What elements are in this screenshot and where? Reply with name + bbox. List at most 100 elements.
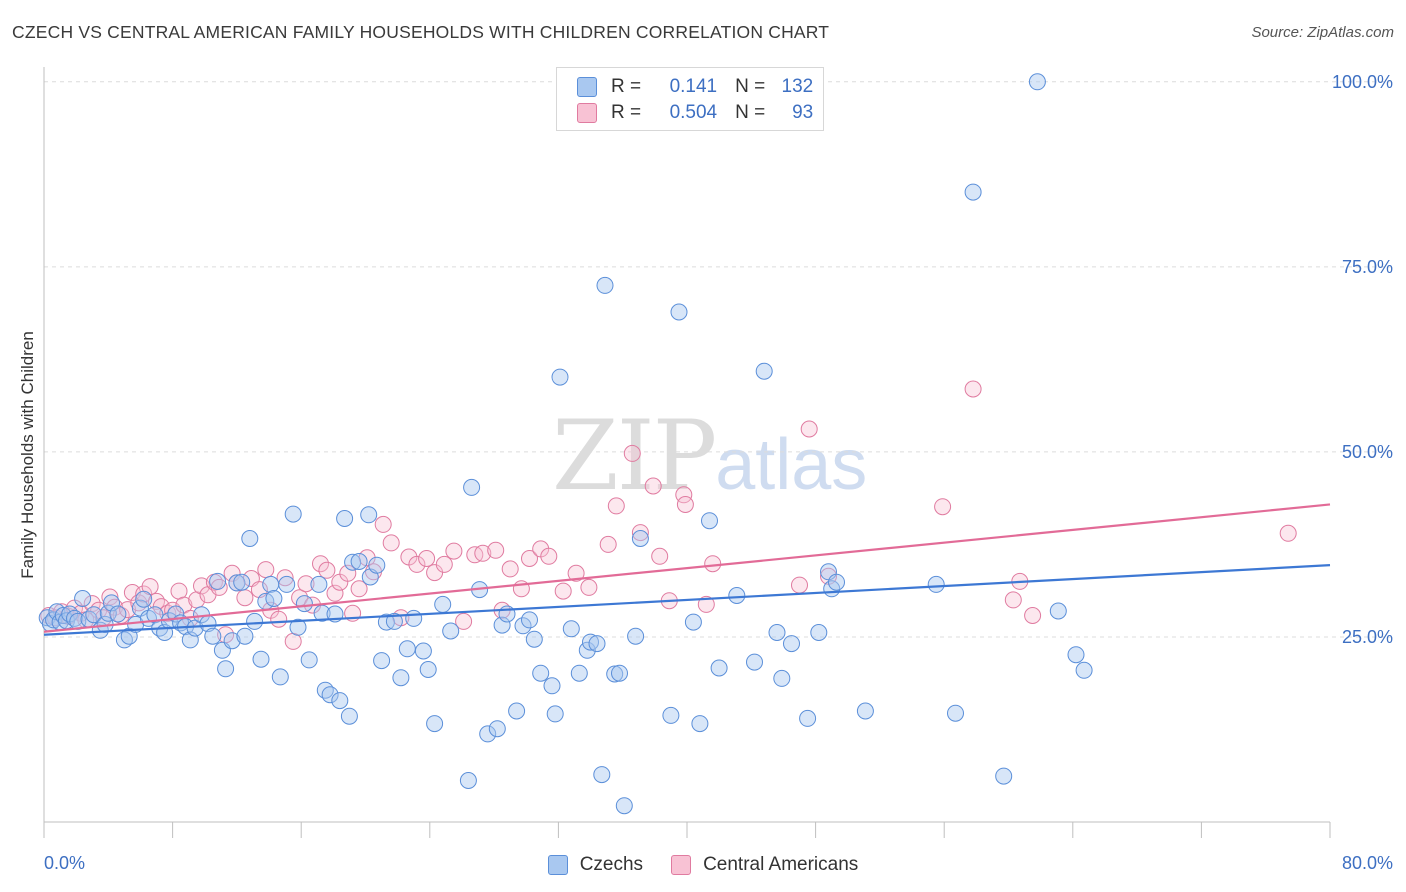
czech-point bbox=[350, 553, 368, 570]
czech-point bbox=[508, 702, 526, 720]
watermark-atlas: atlas bbox=[715, 425, 868, 505]
central-american-point bbox=[651, 547, 669, 565]
czech-point bbox=[606, 665, 624, 683]
czech-point bbox=[964, 183, 982, 201]
czech-point bbox=[684, 613, 702, 631]
czech-point bbox=[525, 630, 543, 648]
central-american-point bbox=[554, 582, 572, 600]
czech-point bbox=[392, 669, 410, 687]
x-tick-label: 80.0% bbox=[1342, 853, 1393, 873]
czech-point bbox=[662, 706, 680, 724]
central-american-point bbox=[312, 555, 329, 573]
czech-point bbox=[856, 702, 874, 720]
watermark: ZIPatlas bbox=[552, 400, 867, 512]
czech-point bbox=[385, 612, 403, 630]
czech-point bbox=[373, 652, 391, 670]
czech-point bbox=[252, 650, 270, 668]
czech-point bbox=[99, 604, 117, 622]
czech-point bbox=[284, 505, 302, 523]
czech-point bbox=[810, 624, 828, 641]
legend-item-czechs[interactable]: Czechs bbox=[547, 851, 643, 879]
central-american-point bbox=[193, 577, 210, 595]
central-american-point bbox=[318, 561, 336, 579]
central-americans-trend-line bbox=[43, 503, 1331, 633]
czech-point bbox=[670, 303, 688, 321]
czech-point bbox=[54, 607, 72, 624]
czech-point bbox=[85, 606, 103, 624]
central-american-point bbox=[297, 575, 315, 593]
czech-point bbox=[344, 553, 362, 571]
czech-point bbox=[146, 606, 164, 624]
y-tick-label: 100.0% bbox=[1332, 72, 1393, 92]
czech-point bbox=[310, 575, 328, 593]
czech-point bbox=[233, 573, 251, 591]
czech-point bbox=[336, 510, 354, 527]
czech-point bbox=[459, 772, 477, 789]
central-american-point bbox=[284, 632, 302, 650]
central-american-point bbox=[791, 576, 808, 594]
legend-item-central-americans[interactable]: Central Americans bbox=[671, 851, 858, 879]
czechs-trend-line bbox=[43, 564, 1331, 636]
y-tick-label: 75.0% bbox=[1342, 257, 1393, 277]
central-american-point bbox=[339, 564, 357, 582]
czech-point bbox=[405, 609, 423, 627]
czech-point bbox=[543, 677, 561, 695]
source-label: Source: ZipAtlas.com bbox=[1251, 24, 1394, 41]
czech-point bbox=[947, 704, 964, 722]
r-value: 0.141 bbox=[669, 76, 718, 97]
czech-point bbox=[368, 556, 386, 574]
czech-point bbox=[1067, 646, 1085, 664]
czech-point bbox=[582, 633, 599, 651]
czech-point bbox=[493, 616, 511, 634]
czech-point bbox=[414, 642, 432, 660]
central-american-point bbox=[326, 584, 344, 602]
czech-point bbox=[631, 530, 649, 547]
central-american-point bbox=[567, 564, 585, 582]
central-american-point bbox=[607, 497, 625, 515]
n-label: N = bbox=[735, 102, 766, 123]
central-american-point bbox=[540, 547, 558, 565]
czech-point bbox=[271, 668, 289, 686]
central-american-point bbox=[455, 612, 473, 630]
czech-point bbox=[828, 573, 845, 591]
czech-point bbox=[262, 575, 280, 593]
central-american-point bbox=[704, 555, 722, 573]
czech-point bbox=[103, 594, 120, 612]
czech-point bbox=[398, 640, 416, 658]
r-value: 0.504 bbox=[669, 102, 718, 123]
czech-point bbox=[340, 707, 358, 725]
czech-point bbox=[615, 797, 633, 815]
n-value: 93 bbox=[792, 102, 814, 123]
central-american-point bbox=[418, 550, 436, 567]
czech-point bbox=[701, 512, 718, 530]
czech-point bbox=[773, 669, 791, 687]
czech-point bbox=[927, 575, 945, 593]
chart-title: CZECH VS CENTRAL AMERICAN FAMILY HOUSEHO… bbox=[12, 22, 830, 42]
legend: Czechs Central Americans bbox=[0, 851, 1406, 879]
central-american-point bbox=[474, 544, 492, 562]
czech-point bbox=[463, 478, 481, 496]
czech-point bbox=[289, 618, 307, 636]
central-american-point bbox=[501, 560, 519, 578]
central-american-point bbox=[382, 534, 400, 552]
czech-point bbox=[209, 572, 227, 590]
central-american-point bbox=[580, 578, 598, 596]
central-american-point bbox=[599, 535, 617, 553]
czech-point bbox=[551, 368, 569, 386]
czech-point bbox=[246, 612, 264, 630]
czech-point bbox=[316, 681, 334, 699]
czech-point bbox=[755, 362, 773, 380]
central-american-point bbox=[934, 498, 952, 516]
central-american-point bbox=[1004, 591, 1022, 609]
central-american-point bbox=[521, 550, 538, 567]
czech-point bbox=[241, 530, 259, 547]
central-americans-legend-swatch bbox=[671, 855, 692, 875]
r-label: R = bbox=[611, 102, 642, 123]
czech-point bbox=[331, 692, 349, 710]
czech-point bbox=[521, 611, 538, 629]
czech-point bbox=[135, 590, 153, 608]
czech-point bbox=[514, 617, 532, 635]
central-american-point bbox=[1024, 607, 1042, 624]
czech-point bbox=[109, 605, 127, 623]
czech-point bbox=[204, 627, 222, 645]
